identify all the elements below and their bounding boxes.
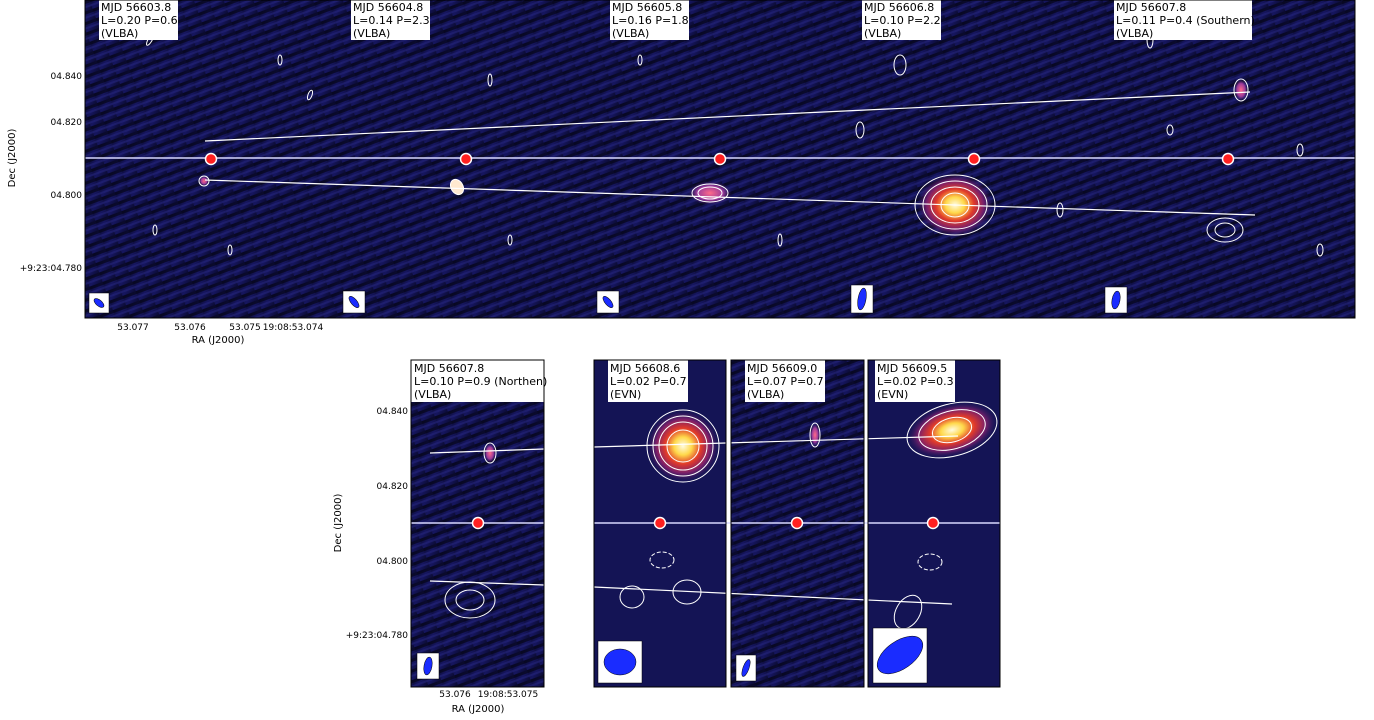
y-axis-label: Dec (J2000) xyxy=(7,129,18,188)
beam-icon xyxy=(416,627,928,684)
y-tick-label: +9:23:04.780 xyxy=(346,631,409,641)
noise-contours xyxy=(146,31,1324,257)
source-blob xyxy=(1206,78,1249,243)
source-blob xyxy=(688,181,732,205)
epoch-label: MJD 56604.8 xyxy=(353,1,423,14)
x-axis-label: RA (J2000) xyxy=(192,335,245,346)
marker-icon xyxy=(204,152,1235,166)
params-label: L=0.16 P=1.8 xyxy=(612,14,689,27)
track-line xyxy=(429,448,545,454)
track-line xyxy=(593,586,953,605)
x-tick-label: 53.076 xyxy=(174,323,206,333)
bottom-panel-4-label: MJD 56609.5 L=0.02 P=0.3 (EVN) xyxy=(875,360,955,402)
params-label: L=0.10 P=2.2 xyxy=(864,14,941,27)
y-axis-label: Dec (J2000) xyxy=(333,494,344,553)
track-line xyxy=(204,179,1256,216)
x-tick-label: 19:08:53.075 xyxy=(478,690,538,700)
track-line xyxy=(429,580,545,586)
top-panel-2-label: MJD 56604.8 L=0.14 P=2.3 (VLBA) xyxy=(351,0,430,40)
params-label: L=0.02 P=0.3 xyxy=(877,375,954,388)
top-panel-3-label: MJD 56605.8 L=0.16 P=1.8 (VLBA) xyxy=(610,0,689,40)
x-tick-label: 53.076 xyxy=(439,690,471,700)
top-panel-1-label: MJD 56603.8 L=0.20 P=0.6 (VLBA) xyxy=(99,0,178,40)
y-tick-label: 04.840 xyxy=(51,72,83,82)
source-blob xyxy=(893,401,998,630)
epoch-label: MJD 56607.8 xyxy=(414,362,484,375)
params-label: L=0.02 P=0.7 xyxy=(610,375,687,388)
x-axis-label: RA (J2000) xyxy=(452,704,505,715)
x-tick-label: 53.077 xyxy=(117,323,149,333)
marker-icon xyxy=(471,516,940,530)
y-tick-label: 04.820 xyxy=(377,482,409,492)
params-label: L=0.14 P=2.3 xyxy=(353,14,430,27)
y-tick-label: 04.800 xyxy=(51,191,83,201)
top-panel-5-label: MJD 56607.8 L=0.11 P=0.4 (Southern) (VLB… xyxy=(1114,0,1255,40)
x-tick-label: 53.075 xyxy=(229,323,261,333)
params-label: L=0.07 P=0.7 xyxy=(747,375,824,388)
epoch-label: MJD 56609.5 xyxy=(877,362,947,375)
array-label: (VLBA) xyxy=(1116,27,1153,40)
source-blob xyxy=(198,175,210,187)
bottom-panel-1-label: MJD 56607.8 L=0.10 P=0.9 (Northen) (VLBA… xyxy=(411,360,547,402)
epoch-label: MJD 56608.6 xyxy=(610,362,680,375)
params-label: L=0.11 P=0.4 (Southern) xyxy=(1116,14,1255,27)
array-label: (EVN) xyxy=(877,388,908,401)
array-label: (VLBA) xyxy=(612,27,649,40)
params-label: L=0.20 P=0.6 xyxy=(101,14,178,27)
params-label: L=0.10 P=0.9 (Northen) xyxy=(414,375,547,388)
epoch-label: MJD 56609.0 xyxy=(747,362,817,375)
y-tick-label: +9:23:04.780 xyxy=(20,264,83,274)
array-label: (VLBA) xyxy=(747,388,784,401)
array-label: (EVN) xyxy=(610,388,641,401)
source-blob xyxy=(449,178,465,196)
epoch-label: MJD 56606.8 xyxy=(864,1,934,14)
y-tick-label: 04.800 xyxy=(377,557,409,567)
y-tick-label: 04.840 xyxy=(377,407,409,417)
bottom-row: MJD 56607.8 L=0.10 P=0.9 (Northen) (VLBA… xyxy=(333,359,1001,715)
y-tick-label: 04.820 xyxy=(51,118,83,128)
top-panel-4-label: MJD 56606.8 L=0.10 P=2.2 (VLBA) xyxy=(862,0,941,40)
source-blob xyxy=(619,409,720,609)
bottom-panel-2-label: MJD 56608.6 L=0.02 P=0.7 (EVN) xyxy=(608,360,688,402)
array-label: (VLBA) xyxy=(101,27,138,40)
epoch-label: MJD 56607.8 xyxy=(1116,1,1186,14)
track-line xyxy=(204,91,1251,142)
track-line xyxy=(593,435,959,448)
source-blob xyxy=(809,422,821,448)
array-label: (VLBA) xyxy=(414,388,451,401)
bottom-panel-3-label: MJD 56609.0 L=0.07 P=0.7 (VLBA) xyxy=(745,360,825,402)
top-row: MJD 56603.8 L=0.20 P=0.6 (VLBA) MJD 5660… xyxy=(7,0,1356,346)
beam-icon xyxy=(88,284,1128,314)
array-label: (VLBA) xyxy=(864,27,901,40)
x-tick-label: 19:08:53.074 xyxy=(263,323,324,333)
array-label: (VLBA) xyxy=(353,27,390,40)
epoch-label: MJD 56605.8 xyxy=(612,1,682,14)
epoch-label: MJD 56603.8 xyxy=(101,1,171,14)
